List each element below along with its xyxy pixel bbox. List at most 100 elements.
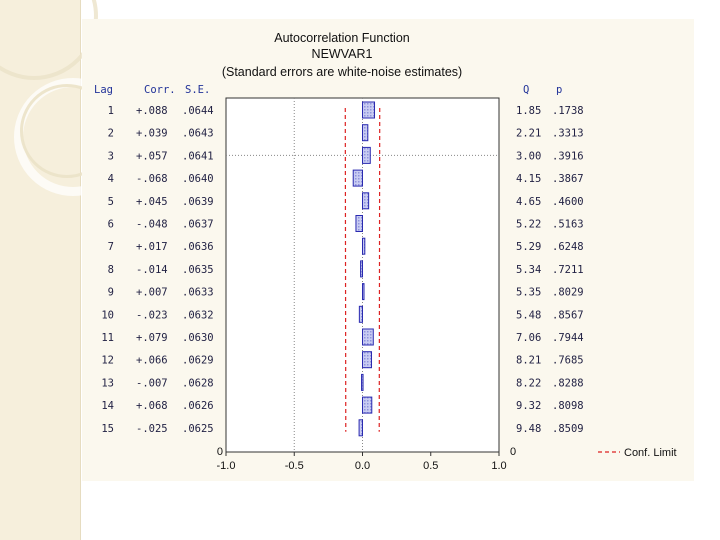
se-cell: .0637	[182, 219, 214, 231]
lag-cell: 14	[101, 400, 114, 412]
p-cell: .7211	[552, 264, 584, 276]
lag-cell: 11	[101, 332, 114, 344]
q-cell: 4.65	[516, 196, 541, 208]
lag-cell: 1	[108, 105, 114, 117]
acf-bar	[362, 237, 366, 255]
acf-bar	[362, 192, 370, 210]
lag-cell: 5	[108, 196, 114, 208]
q-cell: 3.00	[516, 150, 541, 162]
bars	[352, 101, 376, 437]
se-cell: .0644	[182, 105, 214, 117]
corr-cell: +.068	[136, 400, 168, 412]
se-cell: .0639	[182, 196, 214, 208]
p-cell: .8509	[552, 423, 584, 435]
corr-cell: -.068	[136, 173, 168, 185]
acf-bar	[362, 396, 373, 414]
se-cell: .0630	[182, 332, 214, 344]
q-cell: 9.32	[516, 400, 541, 412]
se-cell: .0636	[182, 241, 214, 253]
acf-bar	[362, 351, 373, 369]
se-cell: .0635	[182, 264, 214, 276]
lag-cell: 7	[108, 241, 114, 253]
acf-bar	[362, 146, 371, 164]
acf-bar	[355, 215, 363, 232]
q-cell: 2.21	[516, 128, 541, 140]
corr-cell: -.007	[136, 377, 168, 389]
acf-bar	[358, 419, 363, 437]
corr-cell: +.007	[136, 287, 168, 299]
p-cell: .8567	[552, 309, 584, 321]
confidence-limits	[344, 107, 381, 432]
se-cell: .0640	[182, 173, 214, 185]
lag-cell: 13	[101, 377, 114, 389]
lag-cell: 9	[108, 287, 114, 299]
lag-cell: 3	[108, 150, 114, 162]
p-cell: .8098	[552, 400, 584, 412]
q-cell: 5.29	[516, 241, 541, 253]
lag-cell: 4	[108, 173, 114, 185]
lag-cell: 2	[108, 128, 114, 140]
corr-cell: +.057	[136, 150, 168, 162]
x-tick-label: -0.5	[285, 460, 304, 472]
x-tick-label: -1.0	[217, 460, 236, 472]
header-lag: Lag	[94, 84, 113, 96]
corr-cell: -.025	[136, 423, 168, 435]
acf-bar	[361, 373, 364, 391]
p-cell: .5163	[552, 219, 584, 231]
se-cell: .0625	[182, 423, 214, 435]
lag-cell: 10	[101, 309, 114, 321]
left-axis-zero: 0	[217, 446, 223, 458]
x-tick-label: 1.0	[491, 460, 506, 472]
p-cell: .4600	[552, 196, 584, 208]
se-cell: .0643	[182, 128, 214, 140]
q-cell: 4.15	[516, 173, 541, 185]
corr-cell: -.048	[136, 219, 168, 231]
conf-limit-upper	[378, 107, 381, 432]
p-cell: .3867	[552, 173, 584, 185]
p-cell: .7944	[552, 332, 584, 344]
p-cell: .8288	[552, 377, 584, 389]
corr-cell: -.023	[136, 309, 168, 321]
lag-cell: 8	[108, 264, 114, 276]
acf-chart: Autocorrelation Function NEWVAR1 (Standa…	[94, 31, 677, 472]
acf-bar	[362, 101, 376, 119]
se-cell: .0628	[182, 377, 214, 389]
slide-side-band	[0, 0, 132, 540]
corr-cell: +.045	[136, 196, 168, 208]
q-cell: 9.48	[516, 423, 541, 435]
chart-subtitle: NEWVAR1	[312, 47, 373, 61]
se-cell: .0633	[182, 287, 214, 299]
corr-cell: +.079	[136, 332, 168, 344]
corr-cell: +.066	[136, 355, 168, 367]
corr-cell: +.017	[136, 241, 168, 253]
q-cell: 8.21	[516, 355, 541, 367]
conf-limit-lower	[344, 107, 347, 432]
right-axis-zero: 0	[510, 446, 516, 458]
q-cell: 5.35	[516, 287, 541, 299]
header-p: p	[556, 84, 562, 96]
se-cell: .0629	[182, 355, 214, 367]
acf-bar	[362, 283, 365, 301]
legend-label: Conf. Limit	[624, 447, 677, 459]
chart-panel: Autocorrelation Function NEWVAR1 (Standa…	[82, 19, 694, 481]
p-cell: .3916	[552, 150, 584, 162]
chart-title: Autocorrelation Function	[274, 31, 410, 45]
header-q: Q	[523, 84, 529, 96]
x-axis-ticks: -1.0 -0.5 0.0 0.5 1.0	[217, 452, 507, 472]
p-cell: .3313	[552, 128, 584, 140]
acf-bar	[358, 305, 364, 323]
p-cell: .7685	[552, 355, 584, 367]
corr-cell: +.039	[136, 128, 168, 140]
lag-cell: 15	[101, 423, 114, 435]
q-cell: 7.06	[516, 332, 541, 344]
acf-bar	[362, 328, 374, 346]
se-cell: .0632	[182, 309, 214, 321]
q-cell: 1.85	[516, 105, 541, 117]
x-tick-label: 0.5	[423, 460, 438, 472]
lag-cell: 6	[108, 219, 114, 231]
q-cell: 5.48	[516, 309, 541, 321]
corr-cell: +.088	[136, 105, 168, 117]
acf-bar	[362, 124, 369, 142]
q-cell: 8.22	[516, 377, 541, 389]
se-cell: .0626	[182, 400, 214, 412]
